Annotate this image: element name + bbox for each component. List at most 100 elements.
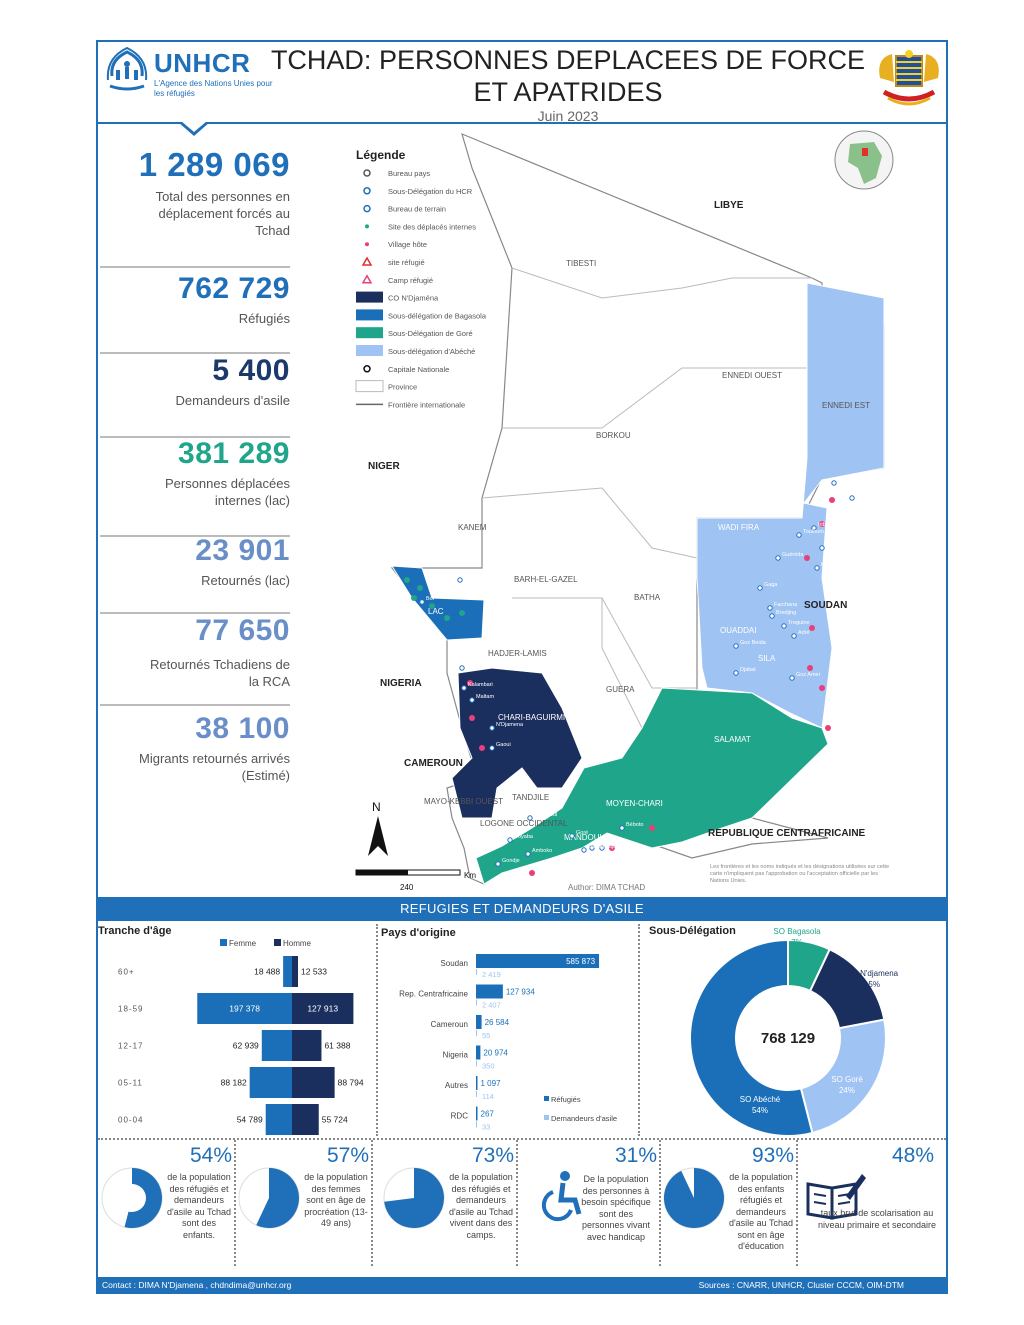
place-label: N'Djamena <box>496 722 524 728</box>
stat-idps: 381 289 Personnes déplacées internes (la… <box>100 437 290 537</box>
value-demandeurs: 114 <box>482 1092 494 1101</box>
bar-demandeurs <box>476 999 477 1006</box>
indicator-1: 54% de la population des réfugiés et dema… <box>98 1140 238 1268</box>
indicator-pie-chart <box>101 1167 163 1229</box>
stat-label: Retournés (lac) <box>201 573 290 588</box>
footer-sources: Sources : CNARR, UNHCR, Cluster CCCM, OI… <box>698 1280 904 1290</box>
value-refugies: 26 584 <box>485 1018 510 1027</box>
indicator-pie-slice <box>384 1168 444 1228</box>
chad-map: Légende Bureau pays Sous-Délégation du HC… <box>355 130 894 892</box>
legend-label: Sous-Délégation du HCR <box>388 187 473 196</box>
age-group-label: 05-11 <box>118 1079 143 1088</box>
stat-refugees: 762 729 Réfugiés <box>100 272 290 354</box>
place-marker <box>457 577 463 583</box>
stat-value: 381 289 <box>178 437 290 470</box>
legend-symbol <box>356 327 383 339</box>
map-author: Author: DIMA TCHAD <box>568 883 645 892</box>
place-label: Oure Cassoni <box>856 492 890 498</box>
stat-label: Personnes déplacées internes (lac) <box>164 476 290 508</box>
value-demandeurs: 350 <box>482 1062 495 1071</box>
bar-refugies <box>476 1106 478 1121</box>
bar-refugies <box>476 1045 481 1060</box>
unhcr-emblem-icon <box>106 46 148 91</box>
indicator-percent: 31% <box>614 1144 657 1167</box>
place-label: Kalambari <box>468 682 493 688</box>
bar-femme <box>197 993 292 1024</box>
stat-total: 1 289 069 Total des personnes en déplace… <box>100 146 290 268</box>
place-marker <box>733 643 739 649</box>
stat-migrants: 38 100 Migrants retournés arrivés (Estim… <box>100 712 290 792</box>
legend-label: Sous-délégation d'Abéché <box>388 347 475 356</box>
province-label: KANEM <box>458 523 487 532</box>
indicator-text: de la population des enfants réfugiés et… <box>728 1172 794 1251</box>
legend-label: Village hôte <box>388 240 427 249</box>
place-label: Gaoui <box>496 742 511 748</box>
donut-label-pct: 15% <box>864 980 880 989</box>
place-label: Amnabak <box>826 542 849 548</box>
donut-label: CO N'djamena <box>846 969 899 978</box>
report-date: Juin 2023 <box>537 108 599 124</box>
value-femme: 62 939 <box>233 1041 259 1051</box>
value-demandeurs: 55 <box>482 1031 490 1040</box>
map-disclaimer: Les frontières et les noms indiqués et l… <box>710 864 889 884</box>
place-marker <box>599 845 605 851</box>
value-homme: 12 533 <box>301 967 327 977</box>
map-legend: Légende Bureau pays Sous-Délégation du HC… <box>355 148 487 409</box>
place-label: Koundoul <box>534 812 557 818</box>
bar-refugies <box>476 1015 482 1029</box>
unhcr-logo: UNHCR L'Agence des Nations Unies pour le… <box>104 46 273 106</box>
legend-label: Bureau pays <box>388 169 430 178</box>
value-refugies: 127 934 <box>506 988 535 997</box>
place-marker <box>419 599 425 605</box>
value-femme: 18 488 <box>254 967 280 977</box>
province-label: MAYO-KEBBI OUEST <box>424 797 503 806</box>
north-arrow: N <box>368 800 388 856</box>
wheelchair-icon <box>541 1171 582 1222</box>
stat-value: 38 100 <box>195 712 290 745</box>
legend-title: Légende <box>356 148 406 162</box>
stat-label: Retournés Tchadiens de la RCA <box>150 657 290 689</box>
brand-subtitle: L'Agence des Nations Unies pour les réfu… <box>154 79 273 98</box>
place-label: Amdjarass <box>838 477 864 483</box>
legend-swatch-homme <box>274 939 281 946</box>
province-label: ENNEDI OUEST <box>722 371 782 380</box>
stat-label: Réfugiés <box>238 311 290 326</box>
stat-label: Demandeurs d'asile <box>175 393 291 408</box>
book-icon <box>806 1174 866 1220</box>
donut-label-pct: 24% <box>839 1086 855 1095</box>
origin-country-label: Soudan <box>440 959 468 968</box>
stat-value: 762 729 <box>178 272 290 305</box>
place-marker <box>819 545 825 551</box>
place-label: Adré <box>798 630 810 636</box>
place-marker <box>507 837 513 843</box>
indicator-pie-chart <box>238 1167 300 1229</box>
indicator-text: de la population des réfugiés et demande… <box>448 1172 514 1240</box>
legend-symbol <box>363 169 371 177</box>
place-label: Amboko <box>532 848 552 854</box>
legend-label: Frontière internationale <box>388 400 465 409</box>
label-rca: REPUBLIQUE CENTRAFRICAINE <box>708 828 866 839</box>
province-label: OUADDAI <box>720 626 756 635</box>
stat-value: 77 650 <box>195 614 290 647</box>
indicator-5: 93% de la population des enfants réfugiés… <box>660 1140 800 1268</box>
donut-slice <box>689 938 814 1137</box>
origin-panel-title: Pays d'origine <box>381 927 456 939</box>
indicator-3: 73% de la population des réfugiés et dema… <box>380 1140 520 1268</box>
place-label: Massakory <box>464 574 491 580</box>
indicator-percent: 54% <box>189 1144 232 1167</box>
province-label: TIBESTI <box>566 259 596 268</box>
place-marker <box>581 847 587 853</box>
bar-femme <box>261 1030 292 1061</box>
age-pyramid-chart: Femme Homme 60+ 18 488 12 533 18-59 197 378 12… <box>118 939 364 1135</box>
legend-label: Demandeurs d'asile <box>551 1114 617 1123</box>
place-label: Guéréda <box>782 552 804 558</box>
legend-symbol <box>361 256 373 266</box>
province-label: BATHA <box>634 593 661 602</box>
legend-label: Femme <box>229 939 257 948</box>
place-marker <box>589 845 595 851</box>
origin-country-label: RDC <box>451 1112 469 1121</box>
origin-country-label: Autres <box>445 1081 468 1090</box>
place-marker <box>459 665 465 671</box>
place-label: Iriba <box>818 522 830 528</box>
zone-bagasola <box>391 565 485 641</box>
